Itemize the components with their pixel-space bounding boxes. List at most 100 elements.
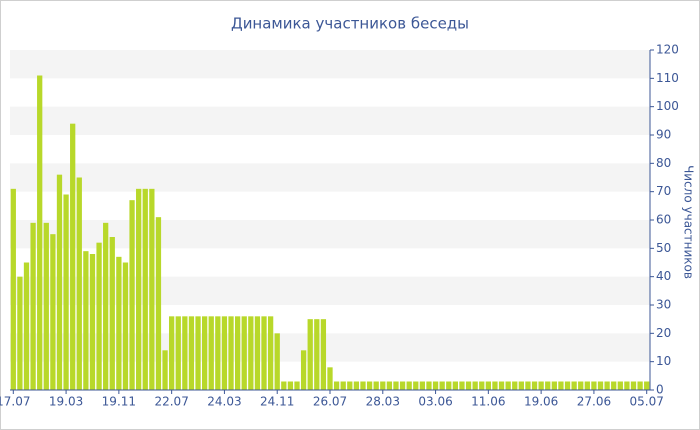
bar — [202, 316, 208, 390]
bar — [175, 316, 181, 390]
bar — [446, 381, 452, 390]
y-tick-label: 70 — [656, 184, 671, 198]
chart-title: Динамика участников беседы — [231, 15, 469, 33]
y-tick-label: 10 — [656, 354, 671, 368]
bar — [380, 381, 386, 390]
bar — [492, 381, 498, 390]
bar — [43, 222, 49, 390]
bar — [578, 381, 584, 390]
bar — [591, 381, 597, 390]
bar — [37, 75, 43, 390]
bar — [472, 381, 478, 390]
y-tick-label: 40 — [656, 269, 671, 283]
bar — [17, 276, 23, 390]
x-tick-label: 11.06 — [471, 395, 505, 409]
bar — [597, 381, 604, 390]
bar — [307, 319, 313, 390]
bar — [149, 188, 155, 390]
bar — [531, 381, 538, 390]
bar — [109, 237, 115, 390]
bar — [512, 381, 518, 390]
bar — [294, 381, 300, 390]
bar — [340, 381, 346, 390]
bar — [116, 256, 122, 390]
bar — [241, 316, 247, 390]
x-tick-label: 17.07 — [0, 395, 30, 409]
bar — [432, 381, 439, 390]
bar — [393, 381, 399, 390]
bar — [122, 262, 129, 390]
bar — [538, 381, 544, 390]
y-tick-label: 50 — [656, 241, 671, 255]
bar — [637, 381, 643, 390]
bar — [624, 381, 630, 390]
bar — [485, 381, 491, 390]
y-tick-label: 30 — [656, 298, 671, 312]
bar — [274, 333, 280, 390]
bar — [76, 177, 82, 390]
bar — [413, 381, 419, 390]
bar — [406, 381, 412, 390]
bar — [254, 316, 261, 390]
bar — [617, 381, 623, 390]
bar — [182, 316, 188, 390]
bar — [360, 381, 366, 390]
bar — [505, 381, 511, 390]
bar — [452, 381, 458, 390]
bar — [10, 188, 16, 390]
bar — [347, 381, 353, 390]
bar — [459, 381, 465, 390]
bar — [399, 381, 406, 390]
bar — [56, 174, 63, 390]
bar — [333, 381, 340, 390]
bar — [611, 381, 617, 390]
x-tick-label: 19.11 — [102, 395, 136, 409]
bar — [465, 381, 472, 390]
x-tick-label: 24.11 — [260, 395, 294, 409]
bar — [604, 381, 610, 390]
bar — [551, 381, 557, 390]
x-tick-label: 05.07 — [630, 395, 664, 409]
bar — [188, 316, 195, 390]
y-tick-label: 20 — [656, 326, 671, 340]
bar — [518, 381, 524, 390]
y-tick-label: 0 — [656, 383, 664, 397]
bar — [261, 316, 267, 390]
y-tick-label: 120 — [656, 43, 679, 57]
x-tick-label: 24.03 — [207, 395, 241, 409]
bar — [89, 254, 96, 390]
bar — [373, 381, 379, 390]
x-tick-label: 28.03 — [366, 395, 400, 409]
bar — [386, 381, 393, 390]
bar — [50, 234, 56, 390]
bar — [129, 200, 135, 390]
bar — [287, 381, 294, 390]
bar — [155, 217, 162, 390]
bar — [300, 350, 307, 390]
x-tick-label: 26.07 — [313, 395, 347, 409]
grid-band — [10, 106, 650, 135]
grid-band — [10, 50, 650, 79]
bar — [83, 251, 89, 390]
y-tick-label: 110 — [656, 71, 679, 85]
x-tick-label: 27.06 — [577, 395, 611, 409]
bar — [281, 381, 287, 390]
bar — [419, 381, 426, 390]
bar — [96, 242, 102, 390]
bar — [23, 262, 30, 390]
y-tick-label: 100 — [656, 99, 679, 113]
bar — [630, 381, 637, 390]
bar — [142, 188, 148, 390]
bar — [63, 194, 69, 390]
bar — [584, 381, 590, 390]
x-tick-label: 19.06 — [524, 395, 558, 409]
y-axis-title: Число участников — [682, 165, 696, 279]
y-tick-label: 90 — [656, 128, 671, 142]
bar — [314, 319, 320, 390]
bar — [439, 381, 445, 390]
bar — [208, 316, 214, 390]
bar — [525, 381, 531, 390]
x-tick-label: 03.06 — [418, 395, 452, 409]
bar — [228, 316, 234, 390]
